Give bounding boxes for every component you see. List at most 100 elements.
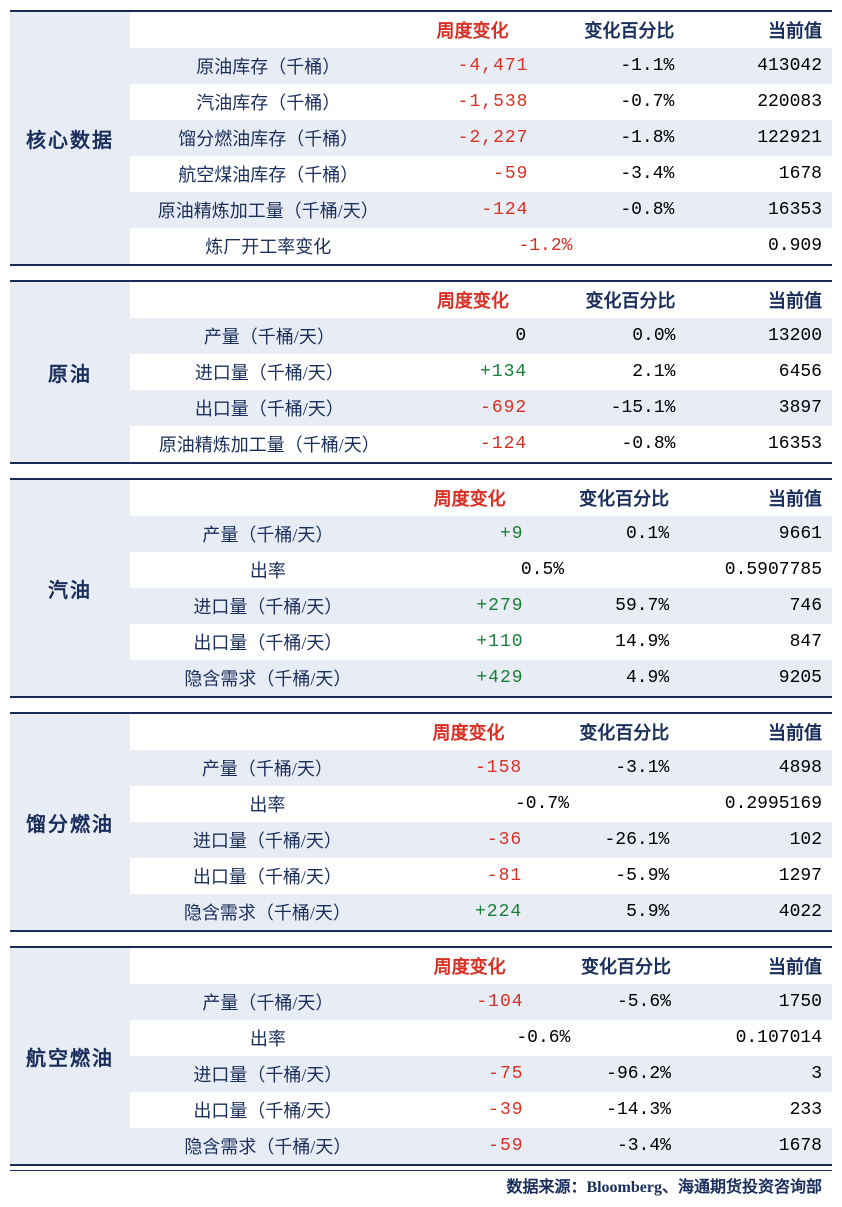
cell-change: -39 xyxy=(406,1092,534,1128)
row-name: 出率 xyxy=(130,1020,406,1056)
row-name: 产量（千桶/天） xyxy=(130,984,406,1020)
header-change: 周度变化 xyxy=(406,948,534,984)
header-blank xyxy=(130,12,407,48)
table-row: 隐含需求（千桶/天）+4294.9%9205 xyxy=(130,660,832,696)
data-section: 航空燃油周度变化变化百分比当前值产量（千桶/天）-104-5.6%1750出率-… xyxy=(10,946,832,1166)
cell-current: 220083 xyxy=(684,84,832,120)
table-row: 航空煤油库存（千桶）-59-3.4%1678 xyxy=(130,156,832,192)
cell-change: 0 xyxy=(409,318,538,354)
row-name: 隐含需求（千桶/天） xyxy=(130,660,406,696)
cell-current: 102 xyxy=(679,822,832,858)
row-name: 进口量（千桶/天） xyxy=(130,588,406,624)
cell-current: 1750 xyxy=(681,984,832,1020)
cell-current: 847 xyxy=(679,624,832,660)
cell-current: 746 xyxy=(679,588,832,624)
cell-current: 0.107014 xyxy=(681,1020,832,1056)
row-name: 出口量（千桶/天） xyxy=(130,1092,406,1128)
cell-pct: -0.7% xyxy=(538,84,684,120)
table-row: 炼厂开工率变化-1.2%0.909 xyxy=(130,228,832,264)
data-source: 数据来源：Bloomberg、海通期货投资咨询部 xyxy=(10,1170,832,1197)
table-row: 产量（千桶/天）-104-5.6%1750 xyxy=(130,984,832,1020)
row-name: 汽油库存（千桶） xyxy=(130,84,407,120)
row-name: 出率 xyxy=(130,786,405,822)
section-label: 核心数据 xyxy=(10,12,130,264)
cell-change: -692 xyxy=(409,390,538,426)
cell-pct: -26.1% xyxy=(532,822,679,858)
header-blank xyxy=(130,948,406,984)
row-name: 产量（千桶/天） xyxy=(130,516,406,552)
cell-pct: 2.1% xyxy=(537,354,685,390)
cell-current: 4898 xyxy=(679,750,832,786)
header-pct: 变化百分比 xyxy=(534,480,680,516)
cell-change: -36 xyxy=(405,822,533,858)
cell-change: -4,471 xyxy=(407,48,539,84)
cell-merged: -0.7% xyxy=(405,786,680,822)
cell-pct: -0.8% xyxy=(538,192,684,228)
row-name: 原油精炼加工量（千桶/天） xyxy=(130,426,409,462)
row-name: 航空煤油库存（千桶） xyxy=(130,156,407,192)
cell-current: 0.909 xyxy=(684,228,832,264)
row-name: 出率 xyxy=(130,552,406,588)
table-row: 进口量（千桶/天）+27959.7%746 xyxy=(130,588,832,624)
cell-change: +429 xyxy=(406,660,534,696)
cell-current: 6456 xyxy=(685,354,832,390)
cell-current: 9205 xyxy=(679,660,832,696)
cell-change: -124 xyxy=(409,426,538,462)
section-table: 周度变化变化百分比当前值产量（千桶/天）-104-5.6%1750出率-0.6%… xyxy=(130,948,832,1164)
table-row: 进口量（千桶/天）+1342.1%6456 xyxy=(130,354,832,390)
cell-pct: -15.1% xyxy=(537,390,685,426)
data-section: 馏分燃油周度变化变化百分比当前值产量（千桶/天）-158-3.1%4898出率-… xyxy=(10,712,832,932)
cell-current: 16353 xyxy=(685,426,832,462)
table-row: 隐含需求（千桶/天）+2245.9%4022 xyxy=(130,894,832,930)
header-current: 当前值 xyxy=(681,948,832,984)
cell-pct: -96.2% xyxy=(534,1056,681,1092)
header-current: 当前值 xyxy=(679,480,832,516)
cell-change: -124 xyxy=(407,192,539,228)
row-name: 出口量（千桶/天） xyxy=(130,858,405,894)
cell-pct: -3.1% xyxy=(532,750,679,786)
cell-pct: -1.8% xyxy=(538,120,684,156)
header-blank xyxy=(130,714,405,750)
cell-merged: -0.6% xyxy=(406,1020,681,1056)
table-header-row: 周度变化变化百分比当前值 xyxy=(130,12,832,48)
table-row: 原油精炼加工量（千桶/天）-124-0.8%16353 xyxy=(130,426,832,462)
cell-pct: -3.4% xyxy=(534,1128,681,1164)
table-row: 馏分燃油库存（千桶）-2,227-1.8%122921 xyxy=(130,120,832,156)
cell-change: -59 xyxy=(406,1128,534,1164)
cell-change: -81 xyxy=(405,858,533,894)
header-blank xyxy=(130,480,406,516)
header-pct: 变化百分比 xyxy=(534,948,681,984)
section-label: 馏分燃油 xyxy=(10,714,130,930)
section-table: 周度变化变化百分比当前值产量（千桶/天）+90.1%9661出率0.5%0.59… xyxy=(130,480,832,696)
table-header-row: 周度变化变化百分比当前值 xyxy=(130,282,832,318)
section-table: 周度变化变化百分比当前值原油库存（千桶）-4,471-1.1%413042汽油库… xyxy=(130,12,832,264)
table-row: 隐含需求（千桶/天）-59-3.4%1678 xyxy=(130,1128,832,1164)
row-name: 进口量（千桶/天） xyxy=(130,822,405,858)
table-row: 产量（千桶/天）00.0%13200 xyxy=(130,318,832,354)
table-row: 原油精炼加工量（千桶/天）-124-0.8%16353 xyxy=(130,192,832,228)
table-row: 出口量（千桶/天）-81-5.9%1297 xyxy=(130,858,832,894)
cell-change: -1,538 xyxy=(407,84,539,120)
table-header-row: 周度变化变化百分比当前值 xyxy=(130,948,832,984)
row-name: 原油库存（千桶） xyxy=(130,48,407,84)
cell-change: -2,227 xyxy=(407,120,539,156)
header-pct: 变化百分比 xyxy=(538,12,684,48)
cell-pct: 5.9% xyxy=(532,894,679,930)
data-section: 原油周度变化变化百分比当前值产量（千桶/天）00.0%13200进口量（千桶/天… xyxy=(10,280,832,464)
row-name: 隐含需求（千桶/天） xyxy=(130,1128,406,1164)
cell-pct: -1.1% xyxy=(538,48,684,84)
table-row: 出口量（千桶/天）-39-14.3%233 xyxy=(130,1092,832,1128)
cell-current: 1678 xyxy=(684,156,832,192)
cell-change: -104 xyxy=(406,984,534,1020)
tables-container: 核心数据周度变化变化百分比当前值原油库存（千桶）-4,471-1.1%41304… xyxy=(10,10,832,1166)
header-pct: 变化百分比 xyxy=(537,282,685,318)
table-row: 出率-0.7%0.2995169 xyxy=(130,786,832,822)
header-current: 当前值 xyxy=(679,714,832,750)
cell-current: 0.2995169 xyxy=(679,786,832,822)
section-label: 航空燃油 xyxy=(10,948,130,1164)
header-change: 周度变化 xyxy=(406,480,534,516)
cell-pct: 0.1% xyxy=(534,516,680,552)
header-current: 当前值 xyxy=(684,12,832,48)
table-header-row: 周度变化变化百分比当前值 xyxy=(130,480,832,516)
section-table: 周度变化变化百分比当前值产量（千桶/天）00.0%13200进口量（千桶/天）+… xyxy=(130,282,832,462)
